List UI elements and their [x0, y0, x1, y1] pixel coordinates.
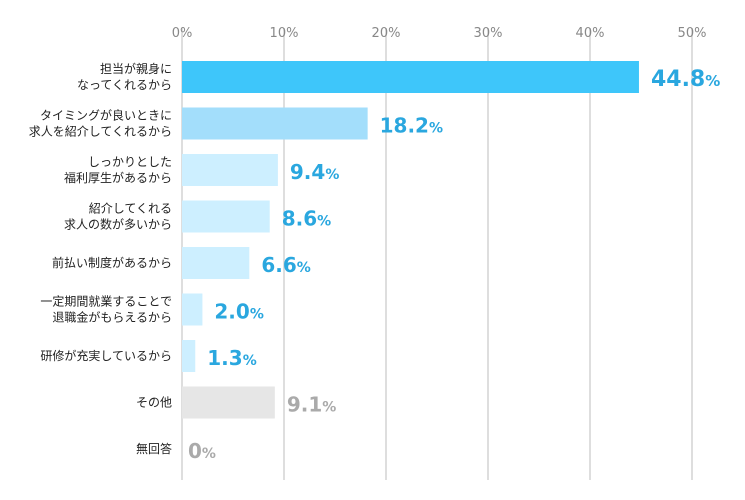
value-label: 9.1% [287, 393, 336, 417]
value-label: 6.6% [261, 253, 310, 277]
category-label: 紹介してくれる求人の数が多いから [64, 202, 172, 232]
value-label: 8.6% [282, 207, 331, 231]
category-label: 無回答 [136, 441, 172, 456]
x-tick-label: 0% [172, 26, 193, 41]
bar [182, 340, 196, 372]
bar [182, 386, 275, 419]
x-tick-label: 40% [576, 26, 605, 41]
category-label: 一定期間就業することで退職金がもらえるから [40, 294, 172, 325]
x-tick-label: 50% [678, 26, 707, 41]
value-label: 44.8% [651, 67, 720, 92]
category-label: その他 [136, 396, 172, 410]
category-label: 担当が親身になってくれるから [77, 61, 172, 92]
x-tick-label: 20% [372, 26, 401, 41]
value-label: 2.0% [214, 300, 263, 324]
category-label: タイミングが良いときに求人を紹介してくれるから [29, 108, 172, 139]
bar [182, 107, 368, 140]
value-label: 9.4% [290, 160, 339, 184]
bar [182, 154, 278, 186]
bar [182, 200, 270, 233]
value-label: 1.3% [207, 346, 256, 370]
bar [182, 247, 250, 279]
x-tick-label: 30% [474, 26, 503, 41]
value-label: 18.2% [380, 114, 443, 138]
category-label: 研修が充実しているから [40, 348, 172, 363]
x-tick-label: 10% [270, 26, 299, 41]
category-label: 前払い制度があるから [52, 255, 172, 270]
category-label: しっかりとした福利厚生があるから [64, 155, 172, 185]
bar [182, 293, 203, 326]
value-label: 0% [188, 439, 216, 463]
bar [182, 61, 639, 93]
